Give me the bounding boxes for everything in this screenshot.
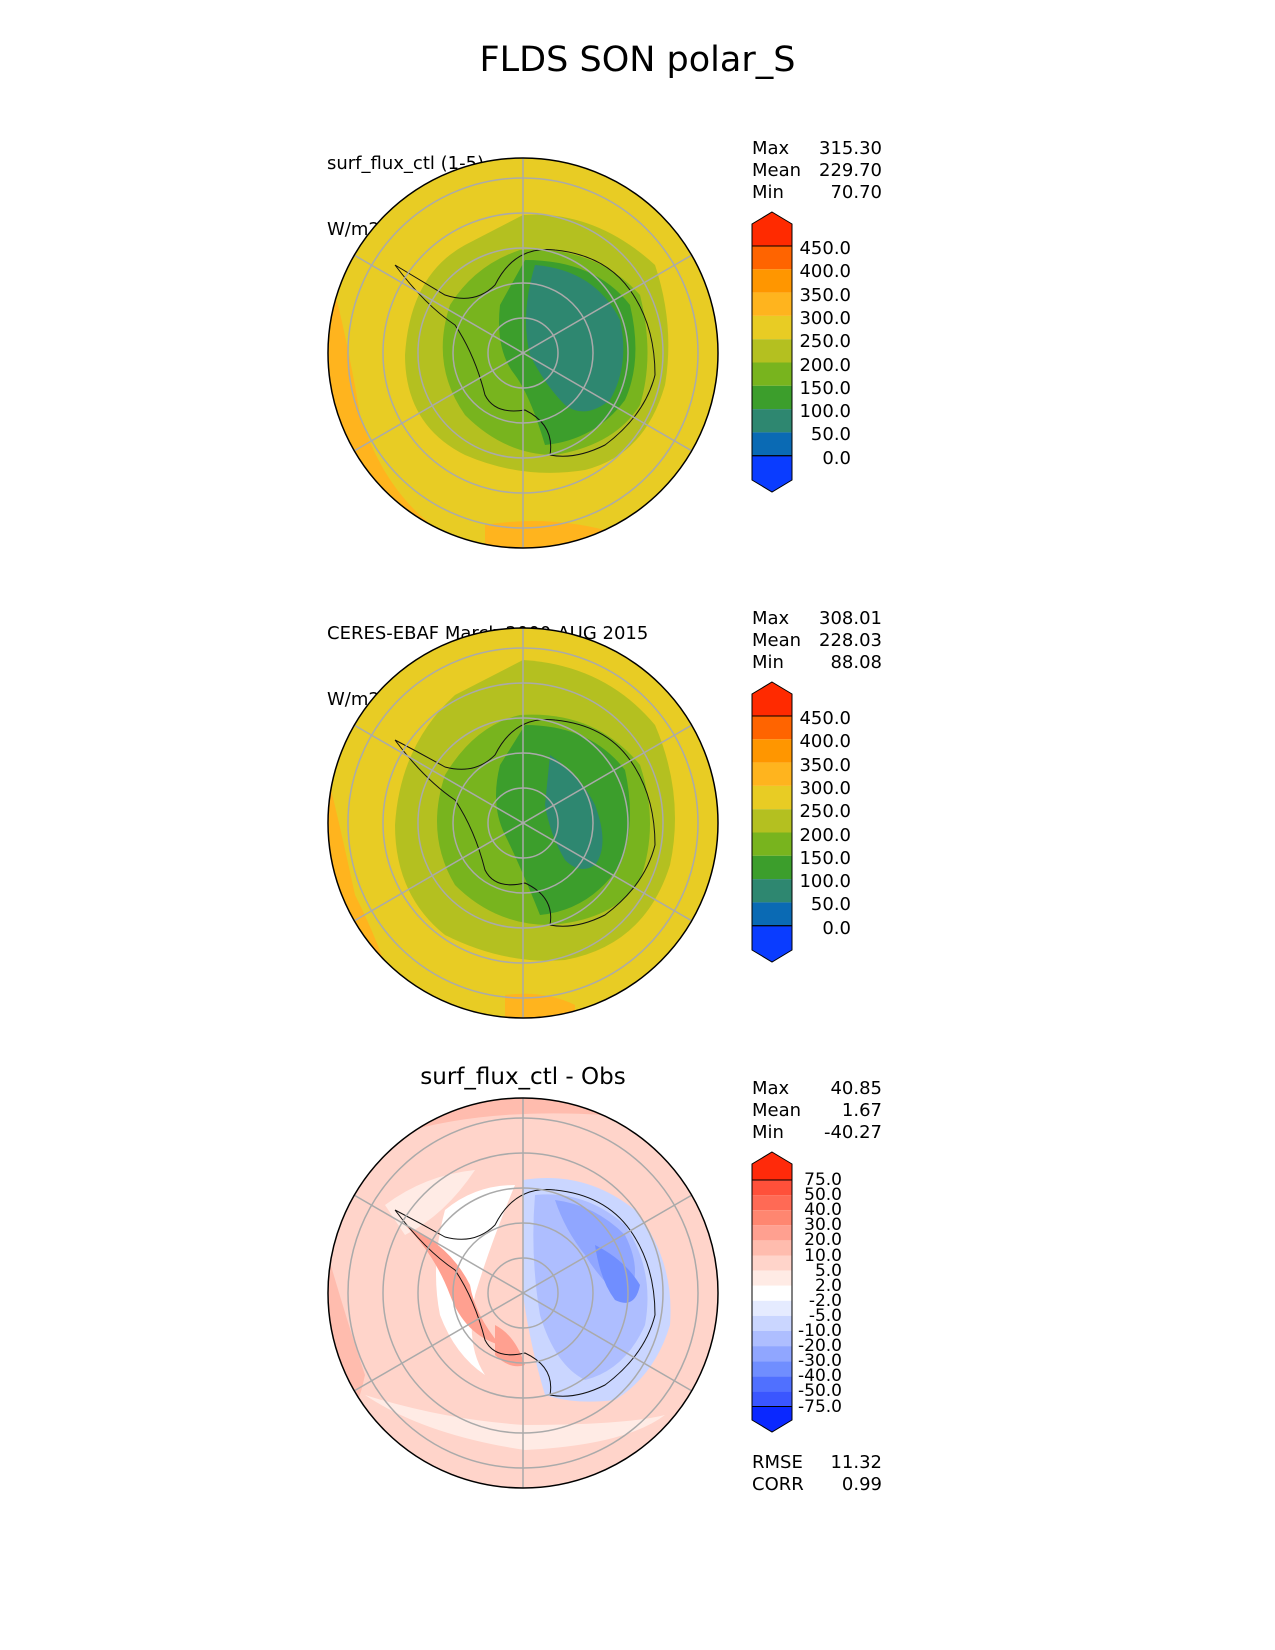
colorbar-tick-label: 150.0: [799, 377, 851, 399]
stat-row: Max 308.01: [752, 608, 882, 630]
colorbar-tick-label: 200.0: [799, 354, 851, 376]
colorbar-tick-label: -20.0: [798, 1336, 842, 1357]
colorbar-tick-label: -40.0: [798, 1366, 842, 1387]
panel2-title-units: W/m2: [327, 689, 380, 710]
colorbar-tick-label: 50.0: [810, 894, 851, 916]
stat-value: 228.03: [819, 630, 882, 651]
colorbar-tick-label: 250.0: [799, 801, 851, 823]
colorbar-tick-label: 100.0: [799, 401, 851, 423]
stat-row: CORR 0.99: [752, 1474, 882, 1496]
stat-value: 0.99: [841, 1474, 882, 1495]
colorbar-tick-label: 30.0: [804, 1215, 842, 1236]
stat-row: Max 315.30: [752, 138, 882, 160]
colorbar-tick-label: -30.0: [798, 1351, 842, 1372]
figure-title: FLDS SON polar_S: [479, 40, 796, 80]
stat-row: Mean 229.70: [752, 160, 882, 182]
colorbar-tick-label: -2.0: [808, 1290, 842, 1311]
colorbar-tick-label: 100.0: [799, 871, 851, 893]
colorbar-tick-label: 40.0: [804, 1200, 842, 1221]
stat-label: Mean: [752, 160, 802, 181]
panel3-colorbar: [751, 1151, 793, 1433]
panel1-stats: Max 315.30 Mean 229.70 Min 70.70: [752, 138, 882, 204]
colorbar-tick-label: 400.0: [799, 261, 851, 283]
colorbar-tick-label: 5.0: [814, 1260, 842, 1281]
colorbar-tick-label: -5.0: [808, 1305, 842, 1326]
stat-label: Min: [752, 652, 784, 673]
stat-value: 40.85: [830, 1078, 882, 1099]
stat-label: CORR: [752, 1474, 804, 1495]
stat-row: Min 70.70: [752, 182, 882, 204]
stat-label: Max: [752, 1078, 790, 1099]
colorbar-tick-label: 50.0: [810, 424, 851, 446]
stat-value: 315.30: [819, 138, 882, 159]
stat-row: Min 88.08: [752, 652, 882, 674]
colorbar-tick-label: 400.0: [799, 731, 851, 753]
stat-label: Max: [752, 138, 790, 159]
stat-value: 11.32: [830, 1452, 882, 1473]
panel1-colorbar: [751, 211, 793, 493]
stat-row: Mean 228.03: [752, 630, 882, 652]
colorbar-tick-label: -75.0: [798, 1396, 842, 1417]
stat-row: Mean 1.67: [752, 1100, 882, 1122]
colorbar-tick-label: 50.0: [804, 1185, 842, 1206]
panel3-title: surf_flux_ctl - Obs: [420, 1064, 626, 1090]
stat-label: Mean: [752, 1100, 802, 1121]
colorbar-tick-label: 10.0: [804, 1245, 842, 1266]
colorbar-tick-label: 150.0: [799, 847, 851, 869]
stat-value: 88.08: [830, 652, 882, 673]
colorbar-tick-label: 300.0: [799, 307, 851, 329]
colorbar-tick-label: 20.0: [804, 1230, 842, 1251]
colorbar-tick-label: 200.0: [799, 824, 851, 846]
panel2-map: [327, 627, 719, 1019]
colorbar-tick-label: 75.0: [804, 1170, 842, 1190]
stat-value: -40.27: [823, 1122, 882, 1143]
stat-value: 229.70: [819, 160, 882, 181]
stat-row: Max 40.85: [752, 1078, 882, 1100]
stat-value: 308.01: [819, 608, 882, 629]
colorbar-tick-label: 450.0: [799, 708, 851, 729]
panel1-map: [327, 157, 719, 549]
colorbar-tick-label: 0.0: [822, 917, 851, 939]
stat-row: Min -40.27: [752, 1122, 882, 1144]
panel3-stats: Max 40.85 Mean 1.67 Min -40.27: [752, 1078, 882, 1144]
panel3-error-stats: RMSE 11.32 CORR 0.99: [752, 1452, 882, 1496]
stat-label: Mean: [752, 630, 802, 651]
stat-label: Min: [752, 1122, 784, 1143]
colorbar-tick-label: 450.0: [799, 238, 851, 259]
colorbar-tick-label: -10.0: [798, 1321, 842, 1341]
colorbar-tick-label: 0.0: [822, 447, 851, 469]
panel1-title-units: W/m2: [327, 219, 380, 240]
stat-label: Min: [752, 182, 784, 203]
colorbar-tick-label: 350.0: [799, 754, 851, 776]
colorbar-tick-label: 300.0: [799, 777, 851, 799]
colorbar-tick-label: 2.0: [814, 1275, 842, 1296]
stat-value: 70.70: [830, 182, 882, 203]
colorbar-tick-label: -50.0: [798, 1381, 842, 1402]
colorbar-tick-label: 350.0: [799, 284, 851, 306]
stat-row: RMSE 11.32: [752, 1452, 882, 1474]
panel2-colorbar: [751, 681, 793, 963]
panel3-map: [327, 1097, 719, 1489]
panel2-stats: Max 308.01 Mean 228.03 Min 88.08: [752, 608, 882, 674]
stat-label: RMSE: [752, 1452, 803, 1473]
stat-label: Max: [752, 608, 790, 629]
colorbar-tick-label: 250.0: [799, 331, 851, 353]
stat-value: 1.67: [841, 1100, 882, 1121]
